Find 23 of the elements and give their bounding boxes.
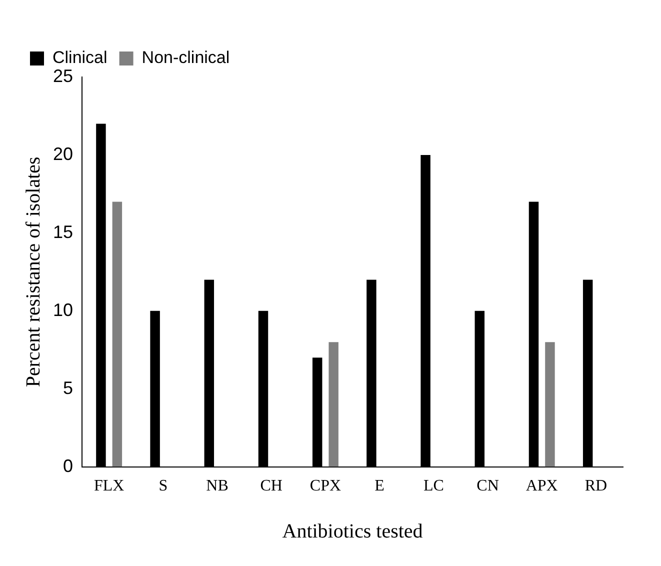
legend-label: Clinical [52, 48, 108, 68]
x-tick-label: CN [476, 478, 500, 495]
bar [112, 202, 122, 467]
x-tick-label: RD [584, 478, 608, 495]
y-tick-label: 15 [52, 222, 74, 242]
x-tick-label: LC [423, 478, 444, 495]
x-tick-label: CPX [310, 478, 342, 495]
y-tick-label: 5 [63, 378, 74, 398]
x-tick-label: CH [260, 478, 283, 495]
x-tick-label: NB [206, 478, 228, 495]
y-tick-label: 10 [52, 300, 74, 320]
x-axis-title: Antibiotics tested [282, 520, 423, 542]
x-tick-label: FLX [94, 478, 125, 495]
y-tick-label: 25 [52, 66, 74, 86]
x-tick-label: APX [526, 478, 558, 495]
bar [545, 342, 555, 467]
x-tick-label: S [158, 478, 168, 495]
y-tick-label: 0 [63, 456, 74, 476]
x-tick-label: E [374, 478, 384, 495]
y-tick-label: 20 [52, 144, 74, 164]
bar [328, 342, 338, 467]
legend-label: Non-clinical [142, 48, 230, 68]
y-axis-title: Percent resistance of isolates [22, 156, 44, 388]
